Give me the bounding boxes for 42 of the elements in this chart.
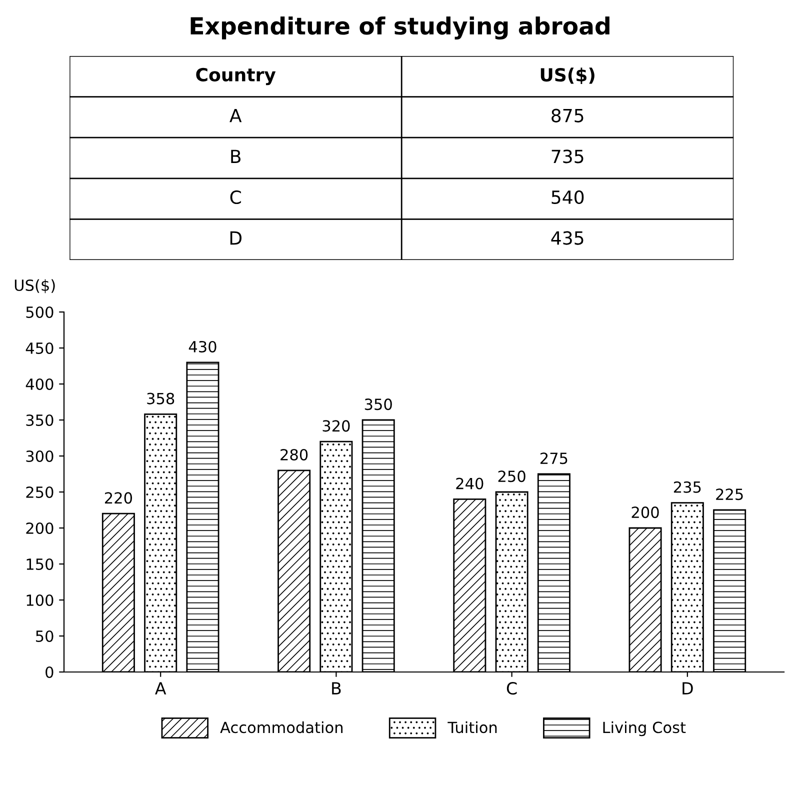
- y-axis-title: US($): [14, 279, 55, 294]
- text: 735: [552, 150, 584, 164]
- data-label: 250: [498, 470, 526, 482]
- x-tick-label: C: [506, 682, 517, 695]
- y-tick-label: 350: [26, 414, 54, 426]
- legend-label: Tuition: [448, 721, 497, 734]
- x-tick-label: A: [155, 682, 166, 694]
- data-label: 320: [322, 420, 350, 432]
- data-label: 350: [364, 398, 392, 410]
- text: C: [230, 190, 241, 204]
- data-label: 358: [147, 392, 174, 404]
- legend-label: Living Cost: [603, 721, 686, 736]
- text: 435: [551, 231, 584, 245]
- text: US($): [540, 68, 594, 84]
- data-label: 275: [540, 452, 568, 464]
- text: Expenditure of studying abroad: [190, 16, 610, 40]
- y-tick-label: 250: [26, 486, 54, 498]
- x-tick-label: B: [332, 682, 341, 694]
- y-tick-label: 500: [26, 306, 54, 318]
- data-label: 430: [188, 340, 216, 352]
- y-tick-label: 450: [26, 342, 54, 354]
- y-tick-label: 50: [36, 630, 54, 642]
- text: Country: [196, 68, 276, 86]
- y-tick-label: 200: [26, 522, 54, 534]
- data-label: 200: [632, 506, 659, 518]
- data-label: 235: [674, 481, 701, 493]
- text: 540: [552, 190, 584, 204]
- data-label: 240: [456, 478, 484, 490]
- data-label: 225: [716, 488, 743, 500]
- text: 875: [552, 108, 584, 122]
- text: D: [230, 231, 242, 245]
- y-tick-label: 0: [46, 666, 54, 678]
- legend-label: Accommodation: [220, 721, 342, 734]
- data-label: 280: [280, 448, 308, 460]
- text: A: [230, 109, 242, 122]
- y-tick-label: 100: [26, 594, 54, 606]
- y-tick-label: 300: [26, 450, 54, 462]
- y-tick-label: 150: [26, 558, 54, 570]
- data-label: 220: [104, 492, 132, 504]
- x-tick-label: D: [682, 682, 693, 694]
- y-tick-label: 400: [26, 378, 54, 390]
- text: B: [231, 150, 241, 163]
